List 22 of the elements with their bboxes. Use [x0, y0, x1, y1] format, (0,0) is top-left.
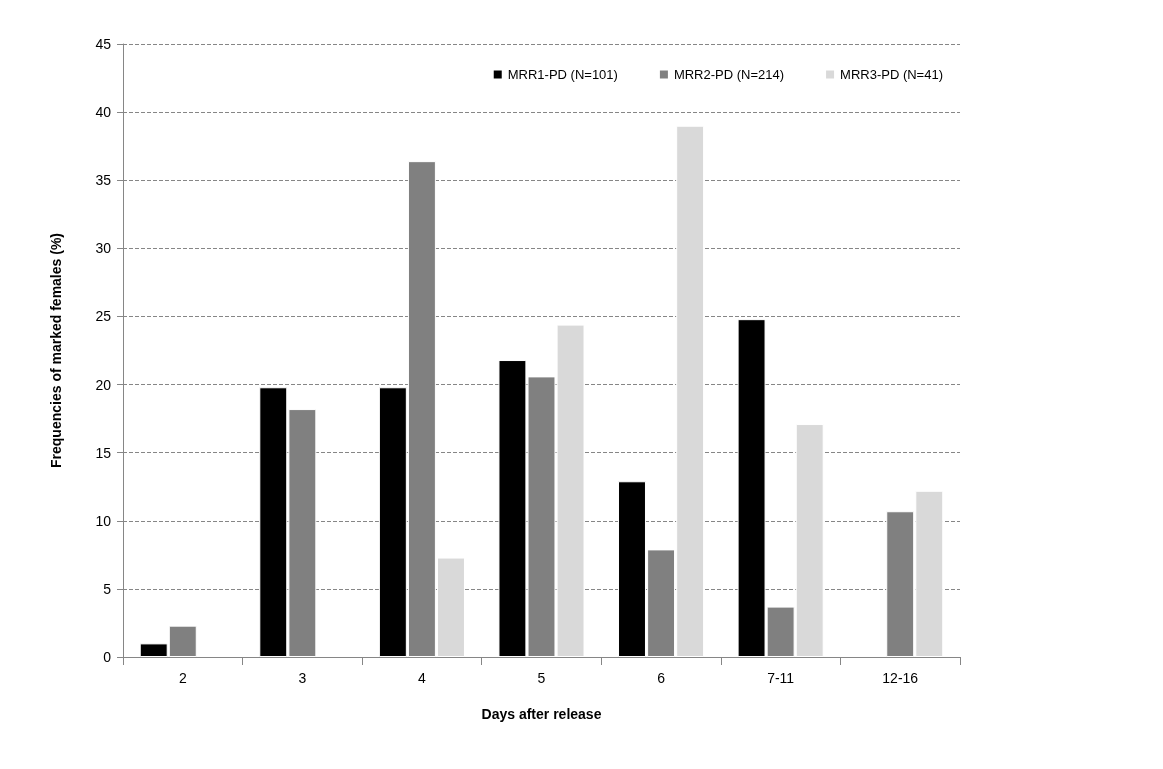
x-axis-title: Days after release	[481, 706, 602, 722]
x-tick-label: 2	[178, 670, 187, 686]
y-tick-label: 5	[103, 580, 112, 597]
legend-label: MRR3-PD (N=41)	[840, 67, 943, 82]
y-tick-label: 15	[95, 444, 112, 461]
y-tick-label: 30	[95, 240, 112, 257]
legend-label: MRR1-PD (N=101)	[507, 67, 618, 82]
y-tick-label: 0	[103, 649, 112, 665]
x-tick-label: 6	[657, 670, 666, 686]
y-tick-label: 40	[95, 104, 112, 121]
y-tick-label: 45	[95, 36, 112, 52]
y-axis-title: Frequencies of marked females (%)	[48, 233, 64, 468]
y-tick-label: 25	[95, 308, 112, 325]
x-tick-label: 5	[537, 670, 546, 686]
y-tick-label: 20	[95, 376, 112, 393]
x-tick-label: 3	[298, 670, 307, 686]
x-tick-label: 7-11	[767, 670, 795, 686]
y-tick-label: 10	[95, 512, 112, 529]
x-tick-label: 12-16	[882, 670, 919, 686]
y-tick-label: 35	[95, 172, 112, 189]
legend-label: MRR2-PD (N=214)	[673, 67, 785, 82]
x-tick-label: 4	[418, 670, 427, 686]
